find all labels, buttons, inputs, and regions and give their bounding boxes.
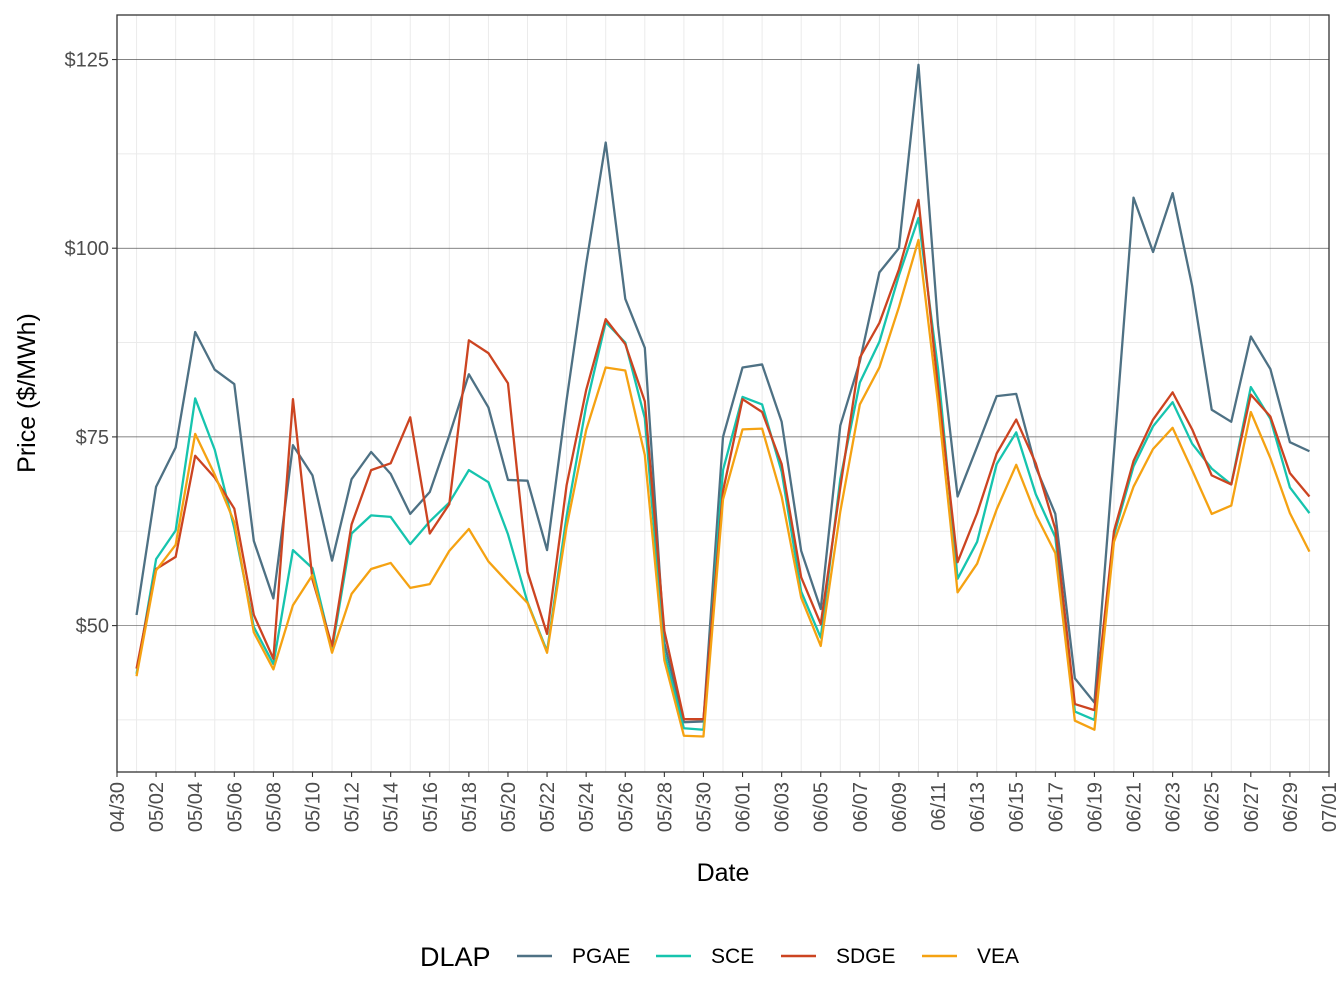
legend-title: DLAP bbox=[420, 942, 491, 972]
x-tick-label: 05/16 bbox=[420, 782, 442, 832]
x-tick-label: 06/03 bbox=[772, 782, 794, 832]
plot-border bbox=[116, 14, 1330, 773]
x-tick-label: 06/21 bbox=[1124, 782, 1146, 832]
x-tick-label: 05/20 bbox=[498, 782, 520, 832]
y-tick-label: $100 bbox=[65, 238, 110, 260]
y-tick-label: $50 bbox=[76, 616, 109, 638]
x-tick-label: 05/24 bbox=[576, 782, 598, 832]
x-tick-label: 06/01 bbox=[733, 782, 755, 832]
x-tick-label: 06/27 bbox=[1241, 782, 1263, 832]
y-axis: $50 $75 $100 $125 bbox=[65, 50, 117, 638]
x-tick-label: 06/23 bbox=[1163, 782, 1185, 832]
x-tick-label: 06/19 bbox=[1084, 782, 1106, 832]
x-tick-label: 05/06 bbox=[224, 782, 246, 832]
x-tick-label: 07/01 bbox=[1319, 782, 1341, 832]
y-tick-label: $75 bbox=[76, 427, 109, 449]
x-tick-label: 05/04 bbox=[185, 782, 207, 832]
legend-label-sdge: SDGE bbox=[836, 945, 896, 968]
legend-label-vea: VEA bbox=[977, 945, 1019, 968]
x-tick-label: 05/08 bbox=[263, 782, 285, 832]
x-tick-label: 06/05 bbox=[811, 782, 833, 832]
minor-gridlines bbox=[117, 15, 1329, 772]
x-tick-label: 06/29 bbox=[1280, 782, 1302, 832]
x-tick-label: 05/12 bbox=[342, 782, 364, 832]
x-tick-label: 06/09 bbox=[889, 782, 911, 832]
x-tick-label: 05/26 bbox=[615, 782, 637, 832]
legend: DLAP PGAE SCE SDGE VEA bbox=[420, 942, 1019, 972]
x-tick-label: 05/30 bbox=[693, 782, 715, 832]
x-tick-label: 05/22 bbox=[537, 782, 559, 832]
y-axis-title: Price ($/MWh) bbox=[13, 313, 41, 473]
x-tick-label: 05/02 bbox=[146, 782, 168, 832]
x-tick-label: 06/07 bbox=[850, 782, 872, 832]
legend-label-pgae: PGAE bbox=[572, 945, 630, 968]
x-tick-label: 06/11 bbox=[928, 782, 950, 831]
x-tick-label: 06/25 bbox=[1202, 782, 1224, 832]
x-tick-label: 05/28 bbox=[654, 782, 676, 832]
x-axis: 04/30 05/02 05/04 05/06 05/08 05/10 05/12 05/14… bbox=[107, 772, 1341, 832]
series-lines bbox=[135, 63, 1311, 738]
x-tick-label: 05/14 bbox=[381, 782, 403, 832]
series-line-sdge bbox=[135, 198, 1311, 721]
x-tick-label: 06/15 bbox=[1006, 782, 1028, 832]
x-tick-label: 05/10 bbox=[302, 782, 324, 832]
y-tick-label: $125 bbox=[65, 50, 110, 72]
series-line-vea bbox=[135, 238, 1311, 738]
x-tick-label: 05/18 bbox=[459, 782, 481, 832]
x-tick-label: 06/13 bbox=[967, 782, 989, 832]
series-line-pgae bbox=[135, 63, 1310, 724]
x-tick-label: 06/17 bbox=[1045, 782, 1067, 832]
x-tick-label: 04/30 bbox=[107, 782, 129, 832]
legend-label-sce: SCE bbox=[711, 945, 754, 968]
x-axis-title: Date bbox=[697, 859, 750, 887]
